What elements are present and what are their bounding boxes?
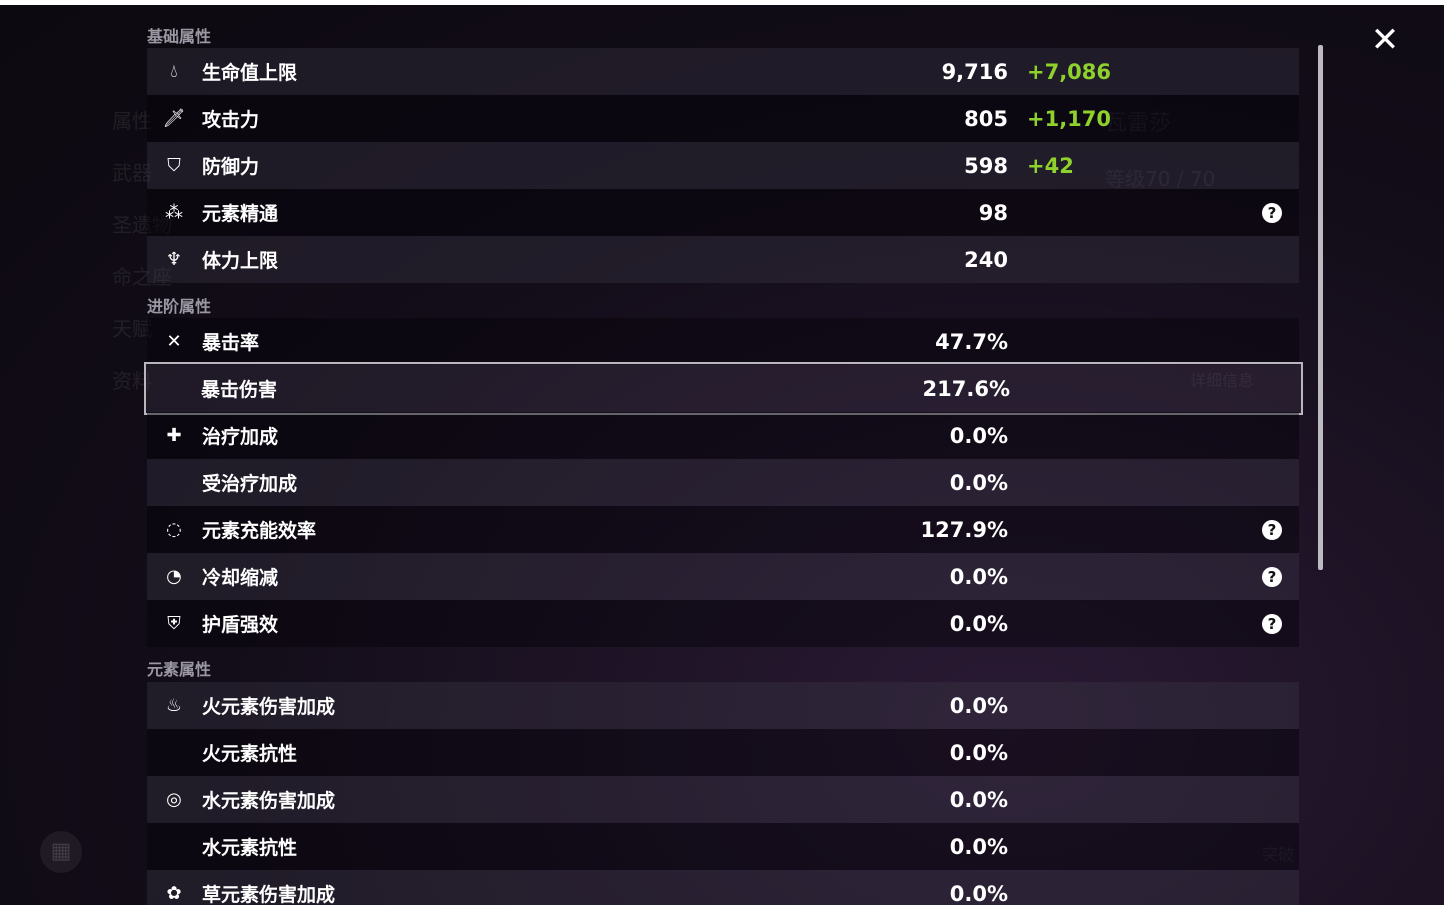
menu-grid-icon[interactable]: ▦ (40, 831, 82, 873)
scrollbar[interactable] (1318, 45, 1323, 570)
crit-rate-icon: ✕ (166, 331, 182, 352)
pyro-icon: ♨ (165, 695, 183, 716)
stat-row[interactable]: 水元素抗性 0.0% (147, 823, 1299, 870)
stat-row[interactable]: ◎ 水元素伤害加成 0.0% (147, 776, 1299, 823)
stat-row[interactable]: ◔ 冷却缩减 0.0%? (147, 553, 1299, 600)
stat-value: 240 (964, 247, 1008, 272)
stat-label: 元素充能效率 (202, 520, 317, 542)
close-button[interactable]: ✕ (1370, 20, 1400, 60)
section-basic: 基础属性 (147, 27, 212, 46)
stat-value: 0.0% (949, 693, 1008, 718)
bg-level: 等级70 / 70 (1105, 167, 1216, 191)
bg-side-tab: 武器 (112, 161, 152, 185)
energy-recharge-icon: ◌ (166, 519, 182, 540)
stamina-icon: ♆ (165, 249, 183, 270)
stat-value: 0.0% (949, 787, 1008, 812)
stat-label: 冷却缩减 (202, 567, 279, 589)
stat-row[interactable]: 🗡︎ 攻击力 805 +1,170 (147, 95, 1299, 142)
stat-row[interactable]: ⛨ 护盾强效 0.0%? (147, 600, 1299, 647)
stat-row[interactable]: ♆ 体力上限 240 (147, 236, 1299, 283)
stat-bonus: +1,170 (1027, 106, 1112, 131)
stat-value: 598 (964, 153, 1008, 178)
stat-label: 水元素伤害加成 (202, 790, 336, 812)
stat-value: 0.0% (949, 881, 1008, 905)
bg-side-tab: 命之座 (112, 265, 172, 289)
help-icon[interactable]: ? (1262, 519, 1282, 540)
stat-row[interactable]: ♨ 火元素伤害加成 0.0% (147, 682, 1299, 729)
stat-value: 0.0% (949, 470, 1008, 495)
stat-row[interactable]: 💧︎ 生命值上限 9,716 +7,086 (147, 48, 1299, 95)
bg-character-name: 瓦雷莎 (1105, 111, 1172, 136)
stat-label: 元素精通 (202, 203, 279, 225)
stat-label: 体力上限 (202, 250, 279, 272)
cd-reduction-icon: ◔ (166, 566, 182, 587)
stat-label: 治疗加成 (202, 426, 279, 448)
bg-detail-button: 详细信息 (1190, 371, 1255, 390)
stat-label: 火元素抗性 (202, 743, 298, 765)
stat-value: 0.0% (949, 564, 1008, 589)
stat-row[interactable]: 受治疗加成 0.0% (147, 459, 1299, 506)
stat-value: 9,716 (941, 59, 1008, 84)
stat-label: 护盾强效 (202, 614, 279, 636)
help-icon[interactable]: ? (1262, 202, 1282, 223)
stat-value: 127.9% (920, 517, 1008, 542)
bg-side-tab: 圣遗物 (112, 213, 172, 237)
stat-bonus: +7,086 (1027, 59, 1112, 84)
stat-row[interactable]: ✕ 暴击率 47.7% (147, 318, 1299, 365)
stat-row[interactable]: 暴击伤害 217.6% (144, 362, 1303, 415)
stat-value: 98 (978, 200, 1008, 225)
sword-icon: 🗡︎ (162, 108, 186, 129)
stat-value: 0.0% (949, 834, 1008, 859)
section-elemental: 元素属性 (147, 660, 212, 679)
help-icon[interactable]: ? (1262, 613, 1282, 634)
stat-row[interactable]: ⁂ 元素精通 98? (147, 189, 1299, 236)
healing-bonus-icon: ✚ (166, 425, 182, 446)
stat-row[interactable]: ⛉ 防御力 598 +42 (147, 142, 1299, 189)
stat-label: 火元素伤害加成 (202, 696, 336, 718)
stat-row[interactable]: ◌ 元素充能效率 127.9%? (147, 506, 1299, 553)
shield-strength-icon: ⛨ (167, 613, 181, 634)
stat-row[interactable]: ✚ 治疗加成 0.0% (147, 412, 1299, 459)
shield-icon: ⛉ (167, 155, 181, 176)
hydro-icon: ◎ (166, 789, 182, 810)
stat-row[interactable]: 火元素抗性 0.0% (147, 729, 1299, 776)
stat-bonus: +42 (1027, 153, 1074, 178)
stat-label: 防御力 (202, 156, 260, 178)
hp-drop-icon: 💧︎ (170, 61, 178, 82)
section-advanced: 进阶属性 (147, 297, 212, 316)
bg-side-tab: 资料 (112, 369, 152, 393)
stat-value: 805 (964, 106, 1008, 131)
stat-label: 攻击力 (202, 109, 260, 131)
stat-value: 0.0% (949, 611, 1008, 636)
stat-value: 0.0% (949, 740, 1008, 765)
bg-side-tab: 天赋 (112, 317, 152, 341)
stat-value: 217.6% (922, 376, 1010, 401)
bg-side-tab: 属性 (112, 109, 152, 133)
stat-label: 草元素伤害加成 (202, 884, 336, 905)
stat-label: 水元素抗性 (202, 837, 298, 859)
stat-value: 0.0% (949, 423, 1008, 448)
dendro-icon: ✿ (166, 883, 182, 904)
stat-value: 47.7% (935, 329, 1008, 354)
elemental-mastery-icon: ⁂ (165, 202, 183, 223)
stat-label: 暴击率 (202, 332, 260, 354)
help-icon[interactable]: ? (1262, 566, 1282, 587)
game-screen: 瓦雷莎 等级70 / 70 详细信息 突破 属性武器圣遗物命之座天赋资料 基础属… (0, 5, 1444, 905)
bg-breakthrough-button: 突破 (1262, 845, 1295, 864)
stat-label: 暴击伤害 (201, 379, 278, 401)
stat-label: 受治疗加成 (202, 473, 298, 495)
stat-label: 生命值上限 (202, 62, 298, 84)
stat-row[interactable]: ✿ 草元素伤害加成 0.0% (147, 870, 1299, 905)
